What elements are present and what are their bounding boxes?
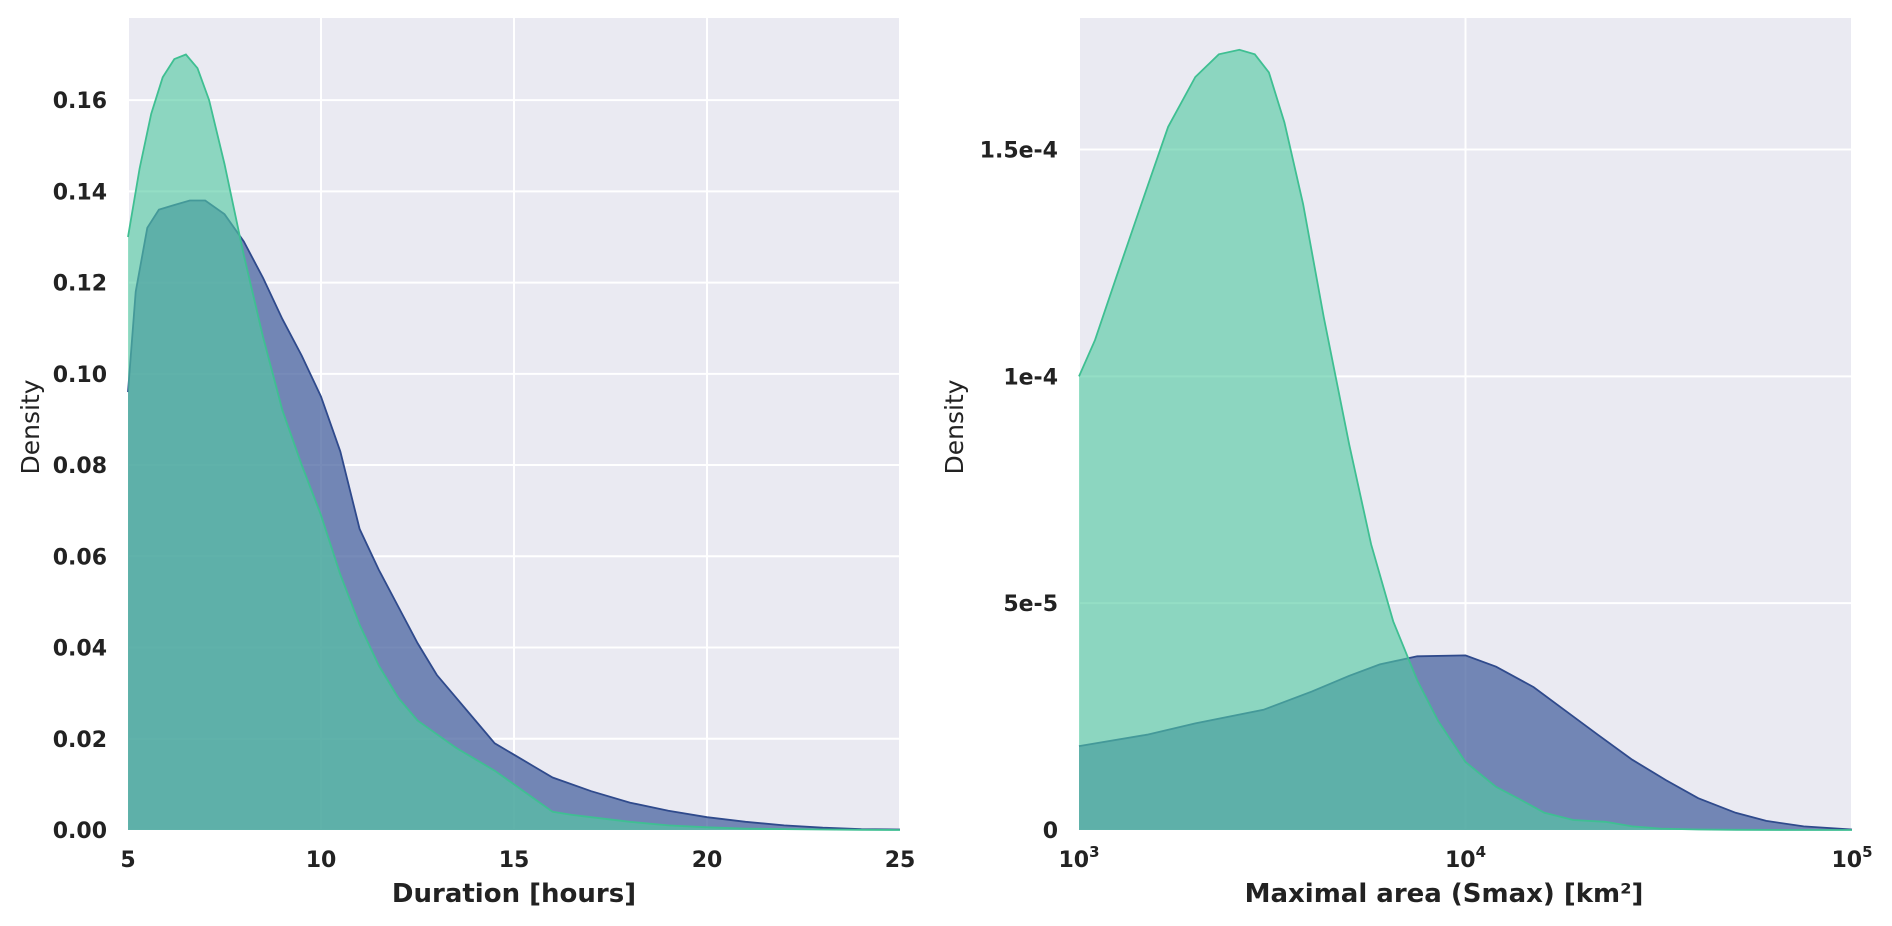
left-y-tick-label: 0.12 <box>53 272 107 297</box>
right-y-tick-label: 1.5e-4 <box>980 139 1058 164</box>
left-x-tick-label: 15 <box>499 848 530 873</box>
right-panel: 103 104 105 0 5e-5 1e-4 1.5e-4 Maximal area (… <box>940 18 1873 909</box>
left-y-axis-label: Density <box>16 379 45 474</box>
right-y-tick-label: 5e-5 <box>1003 592 1058 617</box>
left-panel: 5 10 15 20 25 0.000.020.040.060.080.100.120.… <box>16 18 915 909</box>
left-series-2-area <box>128 54 900 830</box>
left-y-tick-label: 0.02 <box>53 728 107 753</box>
right-x-tick-label: 104 <box>1445 843 1486 873</box>
right-x-tick-label: 103 <box>1058 843 1099 873</box>
left-series-layer <box>127 53 901 831</box>
right-series-2-area <box>1079 49 1852 831</box>
right-y-tick-label: 1e-4 <box>1003 365 1058 390</box>
left-y-tick-label: 0.14 <box>53 180 107 205</box>
right-x-axis-label: Maximal area (Smax) [km²] <box>1245 879 1644 909</box>
right-series-layer <box>1078 48 1853 831</box>
left-x-tick-labels: 5 10 15 20 25 <box>120 848 915 873</box>
left-y-tick-label: 0.04 <box>53 637 107 662</box>
left-x-tick-label: 20 <box>692 848 723 873</box>
left-x-tick-label: 10 <box>306 848 337 873</box>
right-y-tick-labels: 0 5e-5 1e-4 1.5e-4 <box>980 139 1058 844</box>
left-y-tick-label: 0.00 <box>53 819 107 844</box>
left-series-2-line <box>127 53 901 831</box>
right-y-tick-label: 0 <box>1043 819 1058 844</box>
left-y-tick-label: 0.16 <box>53 89 107 114</box>
left-x-axis-label: Duration [hours] <box>392 879 636 909</box>
left-y-tick-label: 0.08 <box>53 454 107 479</box>
left-y-tick-labels: 0.00 0.02 0.04 0.06 0.08 0.10 0.12 0.14 0.16 <box>53 89 107 844</box>
right-x-tick-label: 105 <box>1831 843 1872 873</box>
right-x-tick-labels: 103 104 105 <box>1058 843 1872 873</box>
right-y-axis-label: Density <box>940 379 969 474</box>
left-y-tick-label: 0.10 <box>53 363 107 388</box>
left-x-tick-label: 5 <box>120 848 135 873</box>
right-series-2-line <box>1078 48 1852 831</box>
left-y-tick-label: 0.06 <box>53 545 107 570</box>
left-x-tick-label: 25 <box>885 848 916 873</box>
